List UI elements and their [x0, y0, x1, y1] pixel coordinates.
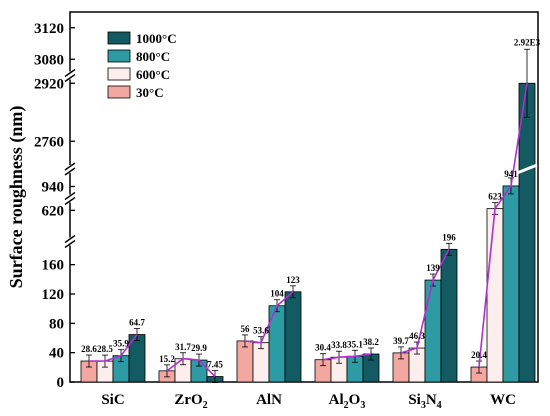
data-label: 28.5	[97, 344, 113, 354]
axis-break-mark	[64, 196, 76, 206]
category-label-part: SiC	[101, 392, 124, 408]
data-label: 39.7	[393, 336, 409, 346]
bar	[486, 208, 504, 383]
category-label-part: N	[426, 392, 437, 408]
data-label: 104	[270, 289, 284, 299]
bar	[502, 185, 520, 383]
data-label: 64.7	[129, 318, 145, 328]
legend-swatch	[107, 49, 131, 63]
break-mask	[66, 165, 78, 173]
trend-line	[166, 357, 216, 378]
data-label: 196	[442, 232, 456, 242]
y-tick-label: 3120	[34, 21, 64, 37]
category-label: WC	[490, 392, 516, 408]
data-label: 28.6	[81, 344, 97, 354]
data-label: 20.4	[471, 350, 487, 360]
category-label: Al2O3	[329, 392, 366, 411]
data-label: 941	[504, 169, 518, 179]
axis-break-mark	[64, 162, 76, 171]
bar	[424, 279, 442, 383]
legend-label: 1000°C	[136, 31, 177, 46]
y-axis-title: Surface roughness (nm)	[6, 106, 27, 289]
axis-break-mark	[64, 167, 76, 176]
bar	[284, 291, 302, 383]
category-label-part: 2	[203, 400, 208, 411]
data-label: 139	[426, 263, 440, 273]
category-label-part: AlN	[256, 392, 282, 408]
data-label: 7.45	[207, 360, 223, 370]
category-label-part: Si	[408, 392, 421, 408]
y-tick-label: 2920	[34, 76, 64, 92]
break-mask	[66, 194, 78, 203]
data-label: 33.8	[331, 340, 347, 350]
trend-line	[400, 248, 450, 354]
trend-line	[322, 353, 372, 361]
data-label: 2.92E3	[514, 37, 541, 47]
data-label: 56	[241, 324, 251, 334]
legend-label: 30°C	[136, 85, 164, 100]
bar	[518, 82, 536, 383]
data-label: 623	[488, 192, 502, 202]
data-label: 35.9	[113, 339, 129, 349]
axis-break-mark	[64, 239, 76, 249]
data-label: 15.2	[159, 354, 175, 364]
break-mask	[66, 71, 78, 80]
y-tick-label: 940	[42, 180, 65, 196]
category-label-part: 2	[344, 400, 349, 411]
y-tick-label: 160	[42, 258, 65, 274]
data-label: 123	[286, 275, 300, 285]
trend-line	[88, 334, 138, 362]
legend-label: 600°C	[136, 67, 170, 82]
y-tick-label: 620	[42, 203, 65, 219]
category-label: SiC	[101, 392, 124, 408]
y-tick-label: 2760	[34, 134, 64, 150]
category-label-part: Al	[329, 392, 344, 408]
legend-swatch	[107, 31, 131, 45]
y-tick-label: 0	[57, 375, 65, 391]
axis-break-mark	[64, 68, 76, 78]
data-label: 46.3	[409, 331, 425, 341]
data-label: 29.9	[191, 343, 207, 353]
data-label: 38.2	[363, 337, 379, 347]
axis-break-mark	[64, 234, 76, 244]
bar-break-mark	[516, 163, 538, 175]
category-label-part: 4	[437, 400, 442, 411]
legend-label: 800°C	[136, 49, 170, 64]
category-label-part: ZrO	[174, 392, 202, 408]
y-tick-label: 80	[49, 316, 64, 332]
data-label: 31.7	[175, 342, 191, 352]
bar	[440, 248, 458, 383]
category-label: ZrO2	[174, 392, 207, 411]
y-tick-label: 120	[42, 287, 65, 303]
data-label: 53.6	[253, 326, 269, 336]
category-label-part: 3	[421, 400, 426, 411]
legend-swatch	[107, 85, 131, 99]
y-tick-label: 40	[49, 346, 64, 362]
legend-swatch	[107, 67, 131, 81]
category-label: AlN	[256, 392, 282, 408]
axis-break-mark	[64, 73, 76, 83]
data-label: 35.1	[347, 339, 363, 349]
category-label: Si3N4	[408, 392, 441, 411]
break-mask	[66, 237, 78, 246]
category-label-part: WC	[490, 392, 516, 408]
y-tick-label: 3080	[34, 52, 64, 68]
axis-break-mark	[64, 191, 76, 201]
trend-line	[478, 83, 528, 368]
trend-line	[244, 291, 294, 344]
category-label-part: 3	[360, 400, 365, 411]
category-label-part: O	[349, 392, 361, 408]
data-label: 30.4	[315, 343, 331, 353]
